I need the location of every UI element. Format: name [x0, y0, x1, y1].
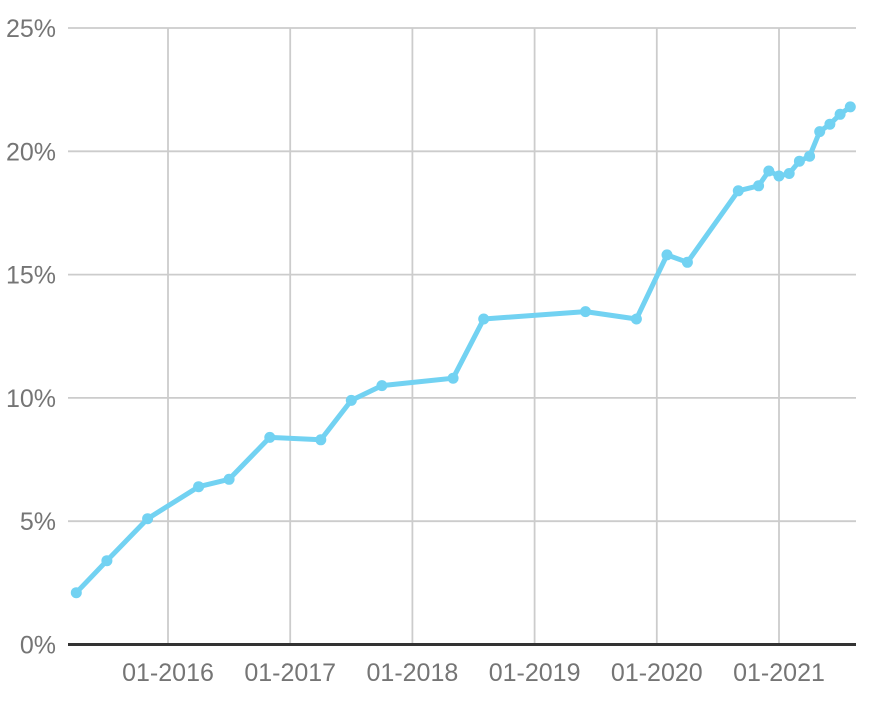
y-axis-tick-label: 0% — [20, 632, 56, 660]
data-point-marker — [661, 249, 673, 261]
x-axis-tick-label: 01-2021 — [733, 659, 825, 687]
data-point-marker — [478, 313, 490, 325]
data-point-marker — [447, 372, 459, 384]
y-axis-tick-label: 15% — [6, 262, 56, 290]
y-axis-tick-label: 20% — [6, 138, 56, 166]
x-axis-tick-label: 01-2016 — [122, 659, 214, 687]
data-point-marker — [101, 555, 113, 567]
y-axis-tick-label: 25% — [6, 15, 56, 43]
data-point-marker — [223, 473, 235, 485]
data-point-marker — [315, 434, 327, 446]
data-point-marker — [376, 380, 388, 392]
data-point-marker — [630, 313, 642, 325]
data-point-marker — [681, 256, 693, 268]
x-axis-tick-label: 01-2018 — [367, 659, 459, 687]
data-point-marker — [732, 185, 744, 197]
y-axis-tick-label: 5% — [20, 508, 56, 536]
data-point-marker — [193, 481, 205, 493]
data-point-marker — [773, 170, 785, 182]
x-axis-tick-label: 01-2019 — [489, 659, 581, 687]
data-point-marker — [844, 101, 856, 113]
data-point-marker — [783, 168, 795, 179]
x-axis-tick-label: 01-2017 — [244, 659, 336, 687]
data-point-marker — [580, 306, 591, 318]
data-point-marker — [824, 118, 836, 130]
data-point-marker — [793, 155, 805, 167]
data-point-marker — [345, 394, 357, 406]
data-point-marker — [753, 180, 765, 192]
data-point-marker — [804, 150, 816, 162]
data-point-marker — [763, 165, 775, 177]
data-point-marker — [264, 431, 276, 443]
x-axis-tick-label: 01-2020 — [611, 659, 703, 687]
data-point-marker — [70, 587, 82, 599]
data-point-marker — [834, 108, 846, 120]
data-point-marker — [142, 513, 154, 525]
data-point-marker — [814, 126, 826, 138]
y-axis-tick-label: 10% — [6, 385, 56, 413]
